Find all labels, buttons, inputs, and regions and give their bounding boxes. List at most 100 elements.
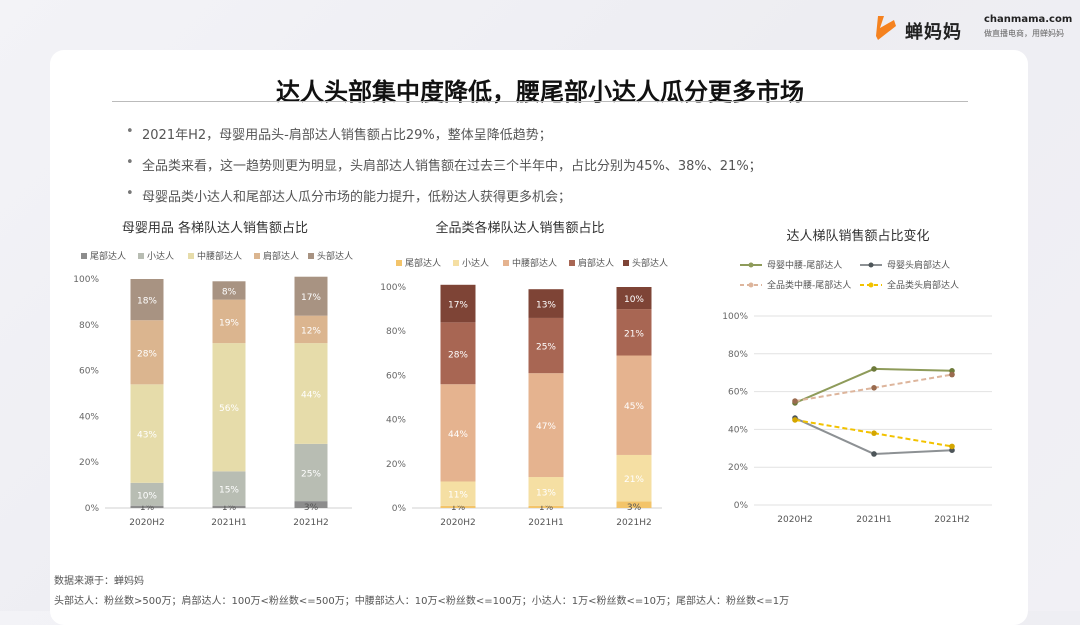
bar-segment [528, 373, 564, 478]
legend-label: 肩部达人 [263, 250, 299, 262]
data-label: 45% [624, 402, 644, 412]
legend-label: 尾部达人 [405, 257, 441, 269]
bar-segment [528, 317, 564, 374]
chart-title: 达人梯队销售额占比变化 [786, 228, 929, 244]
legend-marker [748, 282, 754, 288]
bar-segment [130, 384, 164, 483]
legend-label: 尾部达人 [90, 250, 126, 262]
brand-tagline: 做直播电商，用蝉妈妈 [984, 29, 1064, 38]
bar-segment [616, 309, 652, 356]
bullet-item: • 母婴品类小达人和尾部达人瓜分市场的能力提升，低粉达人获得更多机会； [126, 186, 1006, 217]
legend-label: 母婴中腰-尾部达人 [767, 259, 842, 271]
data-point [871, 366, 877, 372]
tier-definition-note: 头部达人：粉丝数>500万；肩部达人：100万<粉丝数<=500万；中腰部达人：… [54, 596, 790, 607]
y-tick-label: 20% [386, 460, 406, 470]
legend-swatch [188, 253, 194, 259]
legend-swatch [254, 253, 260, 259]
x-tick-label: 2021H1 [528, 518, 563, 528]
data-point [871, 451, 877, 457]
data-point [792, 417, 798, 423]
data-label: 15% [219, 486, 239, 496]
y-tick-label: 60% [728, 388, 748, 398]
data-label: 25% [301, 470, 321, 480]
bullet-text: 全品类来看，这一趋势则更为明显，头肩部达人销售额在过去三个半年中，占比分别为45… [142, 159, 762, 174]
y-tick-label: 0% [392, 504, 407, 514]
y-tick-label: 80% [386, 327, 406, 337]
y-tick-label: 100% [380, 283, 406, 293]
y-tick-label: 100% [722, 312, 748, 322]
data-label: 1% [140, 503, 155, 513]
y-tick-label: 60% [386, 371, 406, 381]
bullet-marker: • [126, 155, 134, 170]
bar-segment [440, 505, 476, 508]
data-label: 56% [219, 404, 239, 414]
legend-label: 小达人 [462, 257, 489, 269]
y-tick-label: 80% [79, 321, 99, 331]
legend-marker [868, 282, 874, 288]
legend-swatch [569, 260, 575, 266]
legend-swatch [138, 253, 144, 259]
y-tick-label: 0% [734, 501, 749, 511]
data-label: 10% [624, 295, 644, 305]
x-tick-label: 2021H2 [293, 518, 328, 528]
legend-label: 中腰部达人 [512, 257, 557, 269]
bar-segment [212, 471, 246, 506]
data-label: 1% [539, 503, 554, 513]
bar-segment [130, 320, 164, 385]
bullet-text: 母婴品类小达人和尾部达人瓜分市场的能力提升，低粉达人获得更多机会； [142, 190, 572, 205]
data-label: 44% [301, 391, 321, 401]
data-label: 21% [624, 329, 644, 339]
legend-label: 肩部达人 [578, 257, 614, 269]
data-label: 18% [137, 297, 157, 307]
data-point [949, 443, 955, 450]
bar-segment [130, 505, 164, 508]
bar-segment [294, 315, 328, 344]
y-tick-label: 40% [79, 412, 99, 422]
y-tick-label: 80% [728, 350, 748, 360]
data-label: 17% [301, 293, 321, 303]
data-label: 11% [448, 491, 468, 501]
legend-marker [868, 262, 874, 268]
data-label: 44% [448, 430, 468, 440]
legend-swatch [453, 260, 459, 266]
y-tick-label: 40% [728, 425, 748, 435]
legend-label: 中腰部达人 [197, 250, 242, 262]
bar-segment [440, 284, 476, 323]
data-label: 47% [536, 422, 556, 432]
y-tick-label: 20% [728, 463, 748, 473]
bar-segment [440, 322, 476, 385]
legend-label: 小达人 [147, 250, 174, 262]
x-tick-label: 2020H2 [440, 518, 475, 528]
bar-segment [528, 505, 564, 508]
data-label: 28% [448, 350, 468, 360]
data-label: 28% [137, 349, 157, 359]
data-label: 12% [301, 326, 321, 336]
legend-swatch [396, 260, 402, 266]
y-tick-label: 20% [79, 458, 99, 468]
legend-label: 头部达人 [632, 257, 668, 269]
x-tick-label: 2021H2 [934, 515, 969, 525]
bullet-marker: • [126, 124, 134, 139]
bar-segment [294, 276, 328, 316]
y-tick-label: 60% [79, 367, 99, 377]
x-tick-label: 2021H1 [856, 515, 891, 525]
data-label: 21% [624, 475, 644, 485]
data-point [871, 430, 877, 436]
y-tick-label: 100% [73, 275, 99, 285]
data-label: 13% [536, 488, 556, 498]
bullet-marker: • [126, 186, 134, 201]
chanmama-logo-icon [876, 16, 896, 40]
data-label: 25% [536, 343, 556, 353]
bar-segment [212, 281, 246, 300]
legend-label: 头部达人 [317, 250, 353, 262]
data-label: 1% [451, 503, 466, 513]
x-tick-label: 2021H2 [616, 518, 651, 528]
bar-segment [130, 482, 164, 506]
legend-swatch [623, 260, 629, 266]
data-point [871, 385, 877, 391]
bullet-text: 2021年H2，母婴用品头-肩部达人销售额占比29%，整体呈降低趋势； [142, 128, 552, 143]
brand-url: chanmama.com [984, 14, 1073, 25]
bar-segment [440, 481, 476, 506]
